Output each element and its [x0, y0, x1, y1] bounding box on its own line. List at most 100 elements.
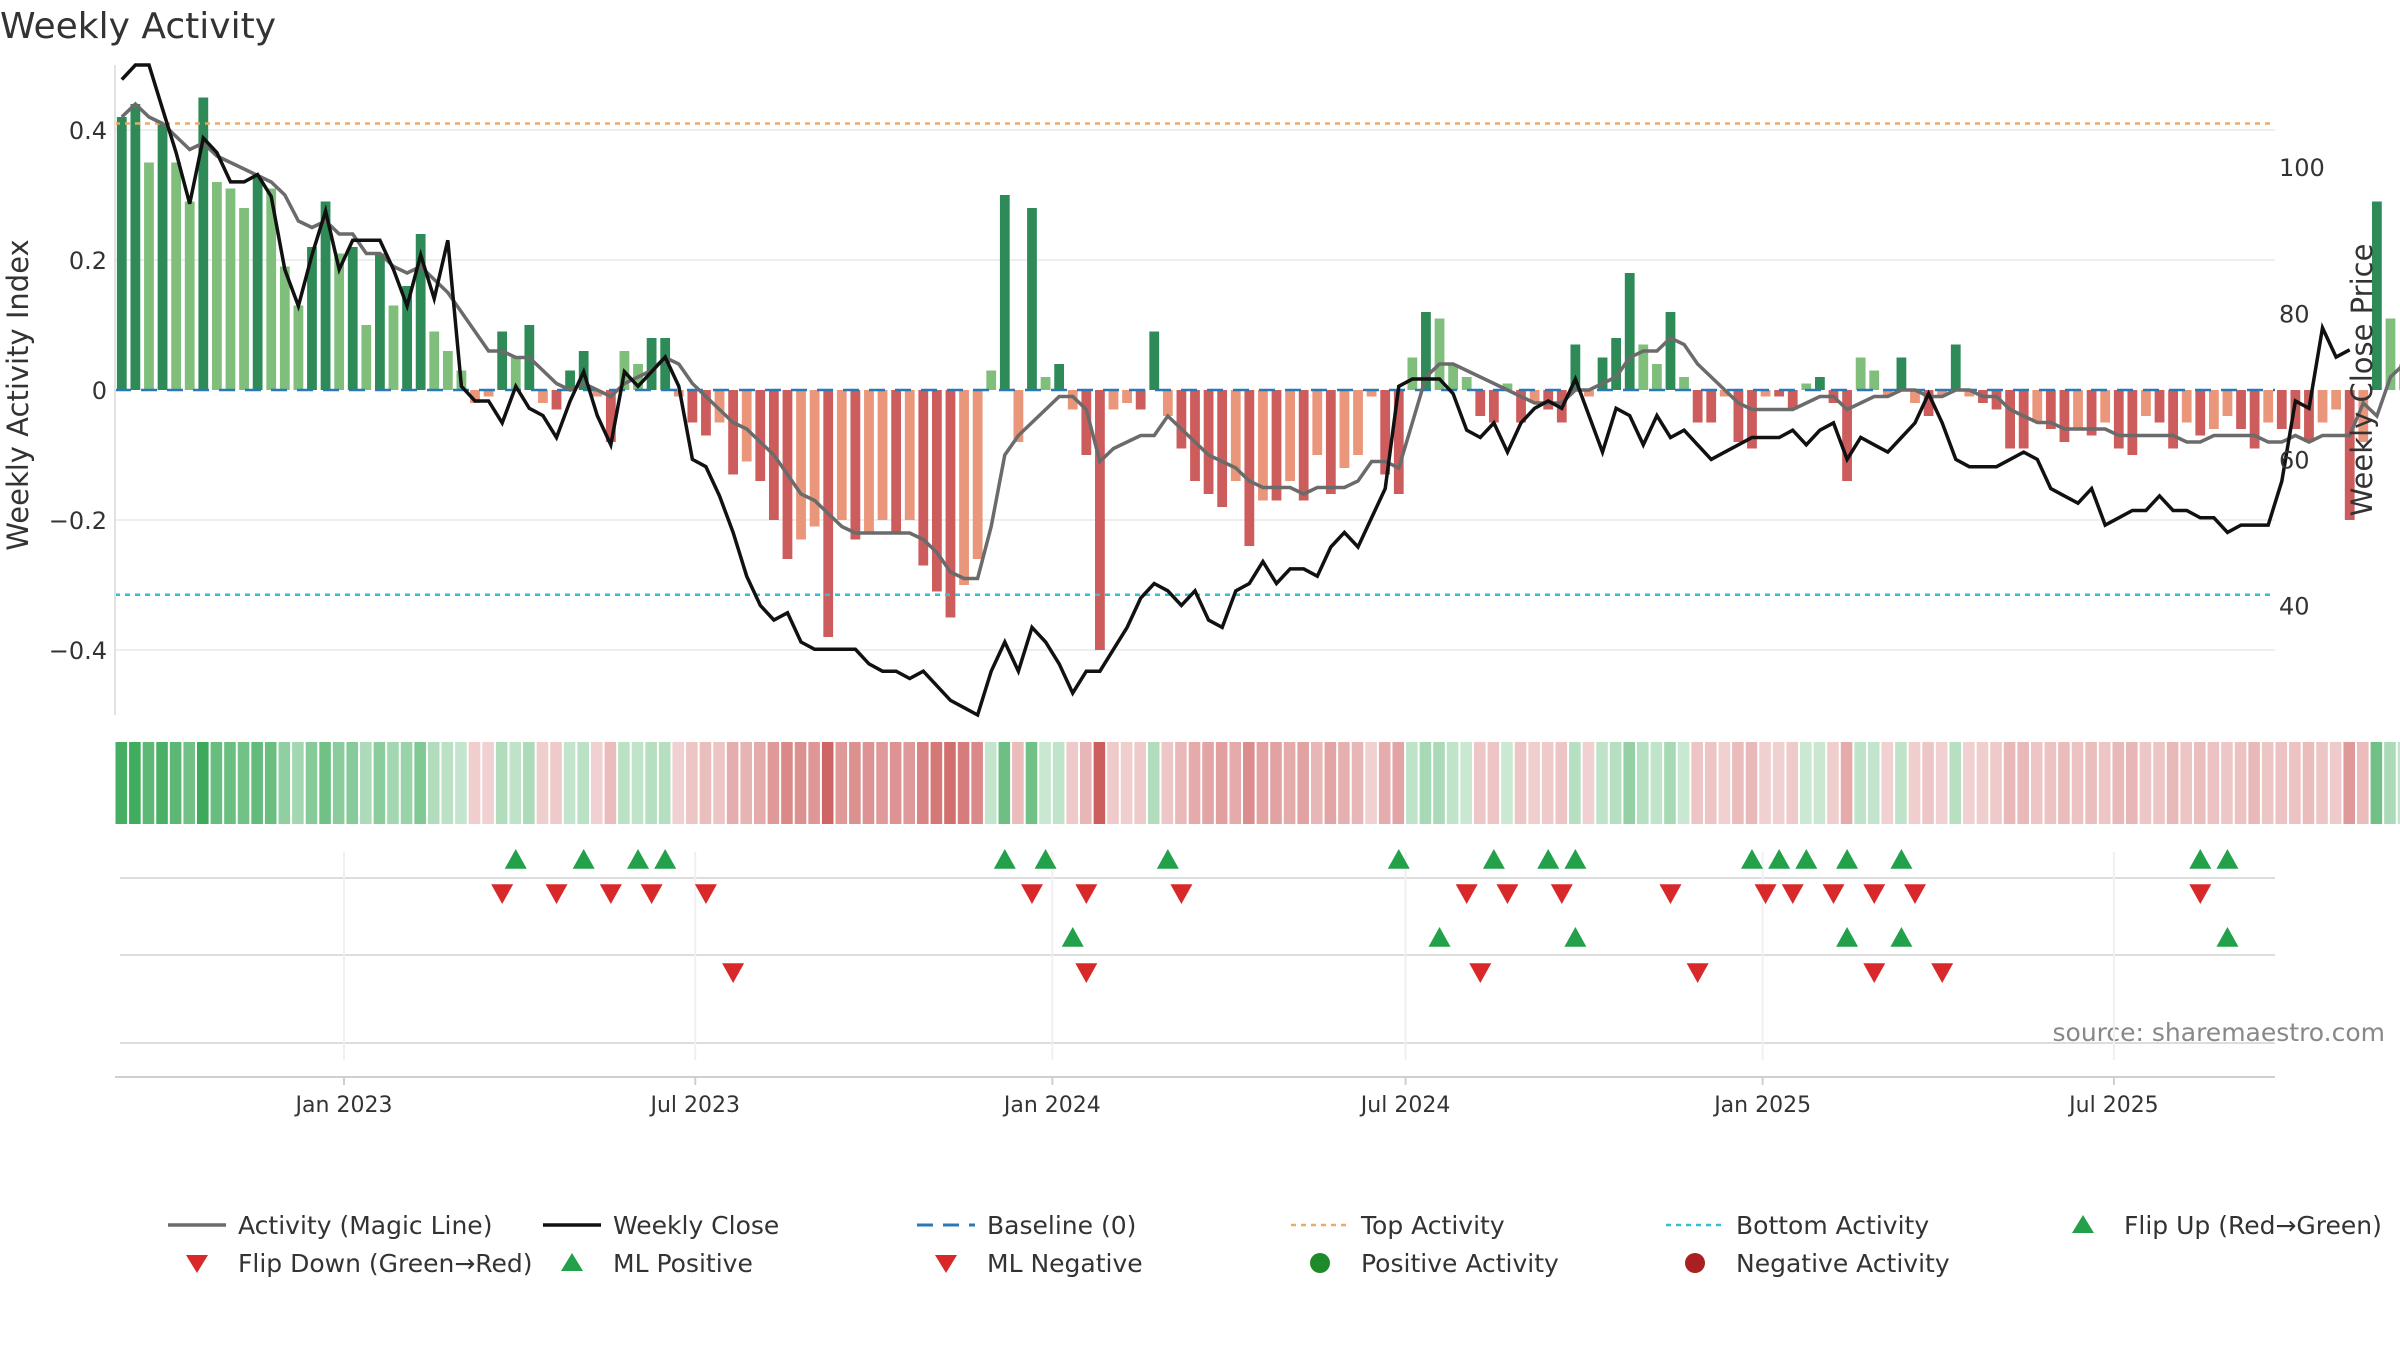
activity-strip-cell: [1378, 742, 1391, 824]
activity-bar: [2018, 390, 2029, 449]
activity-bar: [1624, 273, 1635, 390]
activity-strip-cell: [944, 742, 956, 824]
activity-strip-cell: [2180, 742, 2192, 824]
activity-bar: [2344, 390, 2355, 520]
flip-up-marker: [1740, 849, 1763, 869]
ml-positive-marker: [1061, 927, 1084, 947]
activity-bar: [1366, 390, 1377, 397]
activity-strip-cell: [930, 742, 943, 824]
activity-strip-cell: [1066, 742, 1079, 824]
activity-bar: [2073, 390, 2083, 429]
activity-strip-cell: [971, 742, 983, 824]
flip-down-marker: [2189, 884, 2212, 904]
ml-negative-marker: [1931, 963, 1954, 983]
activity-bar: [755, 390, 766, 481]
activity-bar: [1434, 318, 1445, 390]
activity-bar: [687, 390, 698, 423]
activity-strip-cell: [1514, 742, 1527, 824]
activity-strip-cell: [1555, 742, 1568, 824]
activity-bar: [2249, 390, 2260, 449]
activity-strip-cell: [1677, 742, 1690, 824]
flip-up-marker: [993, 849, 1016, 869]
activity-strip-cell: [509, 742, 522, 824]
activity-strip-cell: [1582, 742, 1595, 824]
activity-bar: [211, 182, 222, 390]
activity-bar: [1230, 390, 1241, 481]
flip-up-marker: [627, 849, 650, 869]
activity-bar: [1353, 390, 1363, 455]
activity-strip-cell: [2098, 742, 2111, 824]
activity-bar: [429, 331, 440, 390]
activity-bar: [714, 390, 725, 423]
activity-strip-cell: [1202, 742, 1214, 824]
legend-label: Weekly Close: [613, 1211, 779, 1240]
activity-bar: [361, 325, 372, 390]
activity-strip-cell: [849, 742, 861, 824]
activity-bar: [510, 357, 521, 390]
activity-bar: [1842, 390, 1852, 481]
activity-bar: [2154, 390, 2165, 423]
activity-bar: [1719, 390, 1730, 397]
activity-bar: [2195, 390, 2206, 436]
activity-bar: [2371, 201, 2382, 390]
activity-strip-cell: [631, 742, 644, 824]
activity-strip-cell: [2193, 742, 2206, 824]
activity-strip-cell: [1039, 742, 1051, 824]
legend-label: ML Negative: [987, 1249, 1143, 1278]
activity-bar: [293, 305, 304, 390]
activity-strip-cell: [998, 742, 1011, 824]
activity-strip-cell: [1052, 742, 1065, 824]
legend-label: Top Activity: [1360, 1211, 1505, 1240]
activity-bar: [2385, 318, 2396, 390]
activity-strip-cell: [740, 742, 752, 824]
legend-item: Bottom Activity: [1666, 1211, 1929, 1240]
activity-bar: [741, 390, 752, 462]
activity-bar: [2100, 390, 2111, 423]
activity-bar: [1815, 377, 1825, 390]
activity-strip-cell: [400, 742, 413, 824]
ml-positive-marker: [1890, 927, 1913, 947]
x-tick-label: Jan 2023: [294, 1093, 393, 1118]
activity-strip-cell: [1392, 742, 1405, 824]
legend-label: ML Positive: [613, 1249, 753, 1278]
activity-bar: [1339, 390, 1350, 468]
activity-bar: [646, 338, 657, 390]
activity-strip-cell: [169, 742, 182, 824]
activity-strip-cell: [2289, 742, 2301, 824]
activity-strip-cell: [1840, 742, 1853, 824]
activity-bar: [1950, 344, 1961, 390]
activity-strip-cell: [427, 742, 440, 824]
activity-bar: [1067, 390, 1078, 410]
activity-bar: [1258, 390, 1268, 501]
x-tick-label: Jul 2023: [649, 1093, 741, 1118]
activity-bar: [279, 266, 290, 390]
activity-bar: [1108, 390, 1119, 410]
activity-bar: [1312, 390, 1323, 455]
flip-down-marker: [1659, 884, 1682, 904]
activity-bar: [1910, 390, 1920, 403]
flip-down-marker: [1020, 884, 1043, 904]
left-tick-label: −0.4: [49, 637, 107, 665]
activity-strip-cell: [590, 742, 603, 824]
activity-bar: [1135, 390, 1146, 410]
activity-bar: [1285, 390, 1295, 481]
activity-strip-cell: [1867, 742, 1880, 824]
activity-strip-cell: [523, 742, 535, 824]
activity-bar: [1611, 338, 1622, 390]
activity-strip-cell: [1175, 742, 1187, 824]
ml-negative-marker: [722, 963, 745, 983]
activity-strip-cell: [1012, 742, 1024, 824]
legend-label: Positive Activity: [1361, 1249, 1559, 1278]
activity-bar: [2222, 390, 2233, 416]
activity-bar: [2005, 390, 2015, 449]
activity-strip-cell: [1800, 742, 1812, 824]
activity-bar: [1651, 364, 1662, 390]
activity-bar: [2181, 390, 2192, 423]
activity-bar: [565, 370, 575, 390]
legend-swatch-circle-icon: [1685, 1253, 1705, 1273]
activity-bar: [198, 97, 209, 390]
legend-item: ML Negative: [935, 1249, 1143, 1278]
activity-strip-cell: [2397, 742, 2400, 824]
flip-down-marker: [1904, 884, 1926, 904]
activity-strip-cell: [835, 742, 848, 824]
